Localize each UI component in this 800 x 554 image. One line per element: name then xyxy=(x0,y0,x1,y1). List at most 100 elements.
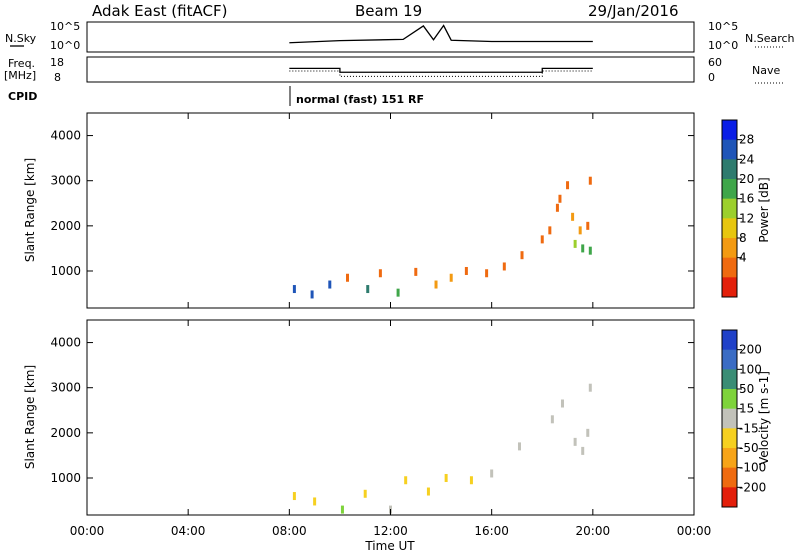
velocity-colorbar-swatch-1 xyxy=(722,349,737,370)
nave-tick-top: 60 xyxy=(708,56,722,69)
nsearch-tick-top: 10^5 xyxy=(708,20,738,33)
power-colorbar-tick-label-1: 24 xyxy=(739,152,754,166)
time-tick-label-5: 20:00 xyxy=(576,524,611,538)
velocity-colorbar: 200 100 50 15 -15 -50 -100 -200 xyxy=(721,329,766,508)
freq-label: Freq. xyxy=(8,57,35,70)
nave-tick-bottom: 0 xyxy=(708,71,715,84)
power-colorbar-label: Power [dB] xyxy=(757,177,771,242)
station-title: Adak East (fitACF) xyxy=(92,2,227,20)
beam-title: Beam 19 xyxy=(355,2,422,20)
velocity-colorbar-frame xyxy=(721,329,738,508)
nsky-tick-bottom: 10^0 xyxy=(50,39,80,52)
nave-series xyxy=(289,70,593,77)
power-point-2 xyxy=(328,280,332,289)
time-tick-label-6: 00:00 xyxy=(677,524,712,538)
time-tick-label-3: 12:00 xyxy=(373,524,408,538)
nsearch-label: N.Search xyxy=(745,32,795,45)
velocity-colorbar-swatch-0 xyxy=(722,330,737,351)
power-colorbar-tick-label-2: 20 xyxy=(739,172,754,186)
power-panel: 1000 2000 3000 4000 Slant Range [km] xyxy=(23,112,695,309)
velocity-colorbar-label: Velocity [m s-1] xyxy=(757,371,771,465)
power-point-22 xyxy=(581,244,585,253)
power-colorbar-tick-label-4: 12 xyxy=(739,211,754,225)
power-point-3 xyxy=(346,273,350,282)
nsearch-tick-bottom: 10^0 xyxy=(708,39,738,52)
power-colorbar-frame xyxy=(721,119,738,298)
power-point-24 xyxy=(588,246,592,255)
freq-tick-bottom: 8 xyxy=(54,71,61,84)
power-colorbar: 28 24 20 16 12 8 4 xyxy=(721,119,754,298)
velocity-point-15 xyxy=(586,428,590,437)
power-point-13 xyxy=(520,251,524,260)
power-point-0 xyxy=(292,285,296,294)
nsky-label: N.Sky xyxy=(5,32,37,45)
power-colorbar-swatch-0 xyxy=(722,120,737,141)
velocity-colorbar-tick-label-5: -50 xyxy=(739,441,759,455)
velocity-colorbar-tick-label-4: -15 xyxy=(739,421,759,435)
power-colorbar-tick-label-0: 28 xyxy=(739,133,754,147)
velocity-point-7 xyxy=(444,473,448,482)
velocity-point-12 xyxy=(560,399,564,408)
velocity-colorbar-tick-label-3: 15 xyxy=(739,402,754,416)
power-point-7 xyxy=(414,267,418,276)
velocity-colorbar-tick-label-1: 100 xyxy=(739,362,762,376)
velocity-point-0 xyxy=(292,492,296,501)
power-points xyxy=(292,176,592,299)
power-point-5 xyxy=(378,269,382,278)
power-ytick-label-1: 2000 xyxy=(50,219,81,233)
velocity-point-5 xyxy=(404,476,408,485)
velocity-point-9 xyxy=(490,469,494,478)
power-point-20 xyxy=(573,239,577,248)
velocity-ytick-label-2: 3000 xyxy=(50,381,81,395)
velocity-colorbar-swatch-2 xyxy=(722,369,737,390)
velocity-colorbar-swatch-4 xyxy=(722,408,737,429)
velocity-ylabel: Slant Range [km] xyxy=(23,365,37,469)
velocity-colorbar-tick-label-6: -100 xyxy=(739,461,766,475)
freq-panel xyxy=(86,56,695,83)
velocity-colorbar-swatch-3 xyxy=(722,389,737,410)
velocity-point-8 xyxy=(469,476,473,485)
velocity-colorbar-tick-label-0: 200 xyxy=(739,343,762,357)
time-ticks: 00:00 04:00 08:00 12:00 16:00 20:00 00:00 xyxy=(70,524,712,538)
velocity-points xyxy=(292,383,592,514)
power-colorbar-swatch-3 xyxy=(722,179,737,200)
power-colorbar-swatch-4 xyxy=(722,198,737,219)
power-colorbar-swatch-8 xyxy=(722,277,737,298)
power-point-11 xyxy=(485,269,489,278)
velocity-point-3 xyxy=(363,489,367,498)
power-colorbar-swatch-2 xyxy=(722,159,737,180)
time-tick-label-0: 00:00 xyxy=(70,524,105,538)
velocity-point-2 xyxy=(340,505,344,514)
velocity-colorbar-tick-label-2: 50 xyxy=(739,382,754,396)
velocity-point-6 xyxy=(426,487,430,496)
power-point-1 xyxy=(310,290,314,299)
power-colorbar-swatch-6 xyxy=(722,238,737,259)
velocity-colorbar-swatch-5 xyxy=(722,428,737,449)
power-colorbar-tick-label-5: 8 xyxy=(739,231,747,245)
power-ytick-label-0: 1000 xyxy=(50,264,81,278)
nsky-panel xyxy=(86,21,695,53)
power-point-8 xyxy=(434,280,438,289)
velocity-colorbar-swatch-7 xyxy=(722,467,737,488)
power-point-4 xyxy=(366,285,370,294)
nsky-tick-top: 10^5 xyxy=(50,20,80,33)
power-point-9 xyxy=(449,273,453,282)
power-colorbar-tick-label-6: 4 xyxy=(739,251,747,265)
nsky-series xyxy=(289,24,593,44)
power-ticks: 1000 2000 3000 4000 xyxy=(50,113,695,308)
time-tick-label-1: 04:00 xyxy=(171,524,206,538)
power-colorbar-swatch-5 xyxy=(722,218,737,239)
cpid-text: normal (fast) 151 RF xyxy=(296,93,424,106)
power-ytick-label-2: 3000 xyxy=(50,174,81,188)
freq-series xyxy=(289,67,593,73)
power-point-19 xyxy=(571,212,575,221)
freq-unit: [MHz] xyxy=(4,69,36,82)
velocity-point-10 xyxy=(517,442,521,451)
velocity-point-14 xyxy=(581,446,585,455)
velocity-point-13 xyxy=(573,437,577,446)
power-point-14 xyxy=(540,235,544,244)
power-frame xyxy=(86,112,695,309)
velocity-panel: 1000 2000 3000 4000 Slant Range [km] xyxy=(23,319,695,516)
freq-tick-top: 18 xyxy=(50,56,64,69)
